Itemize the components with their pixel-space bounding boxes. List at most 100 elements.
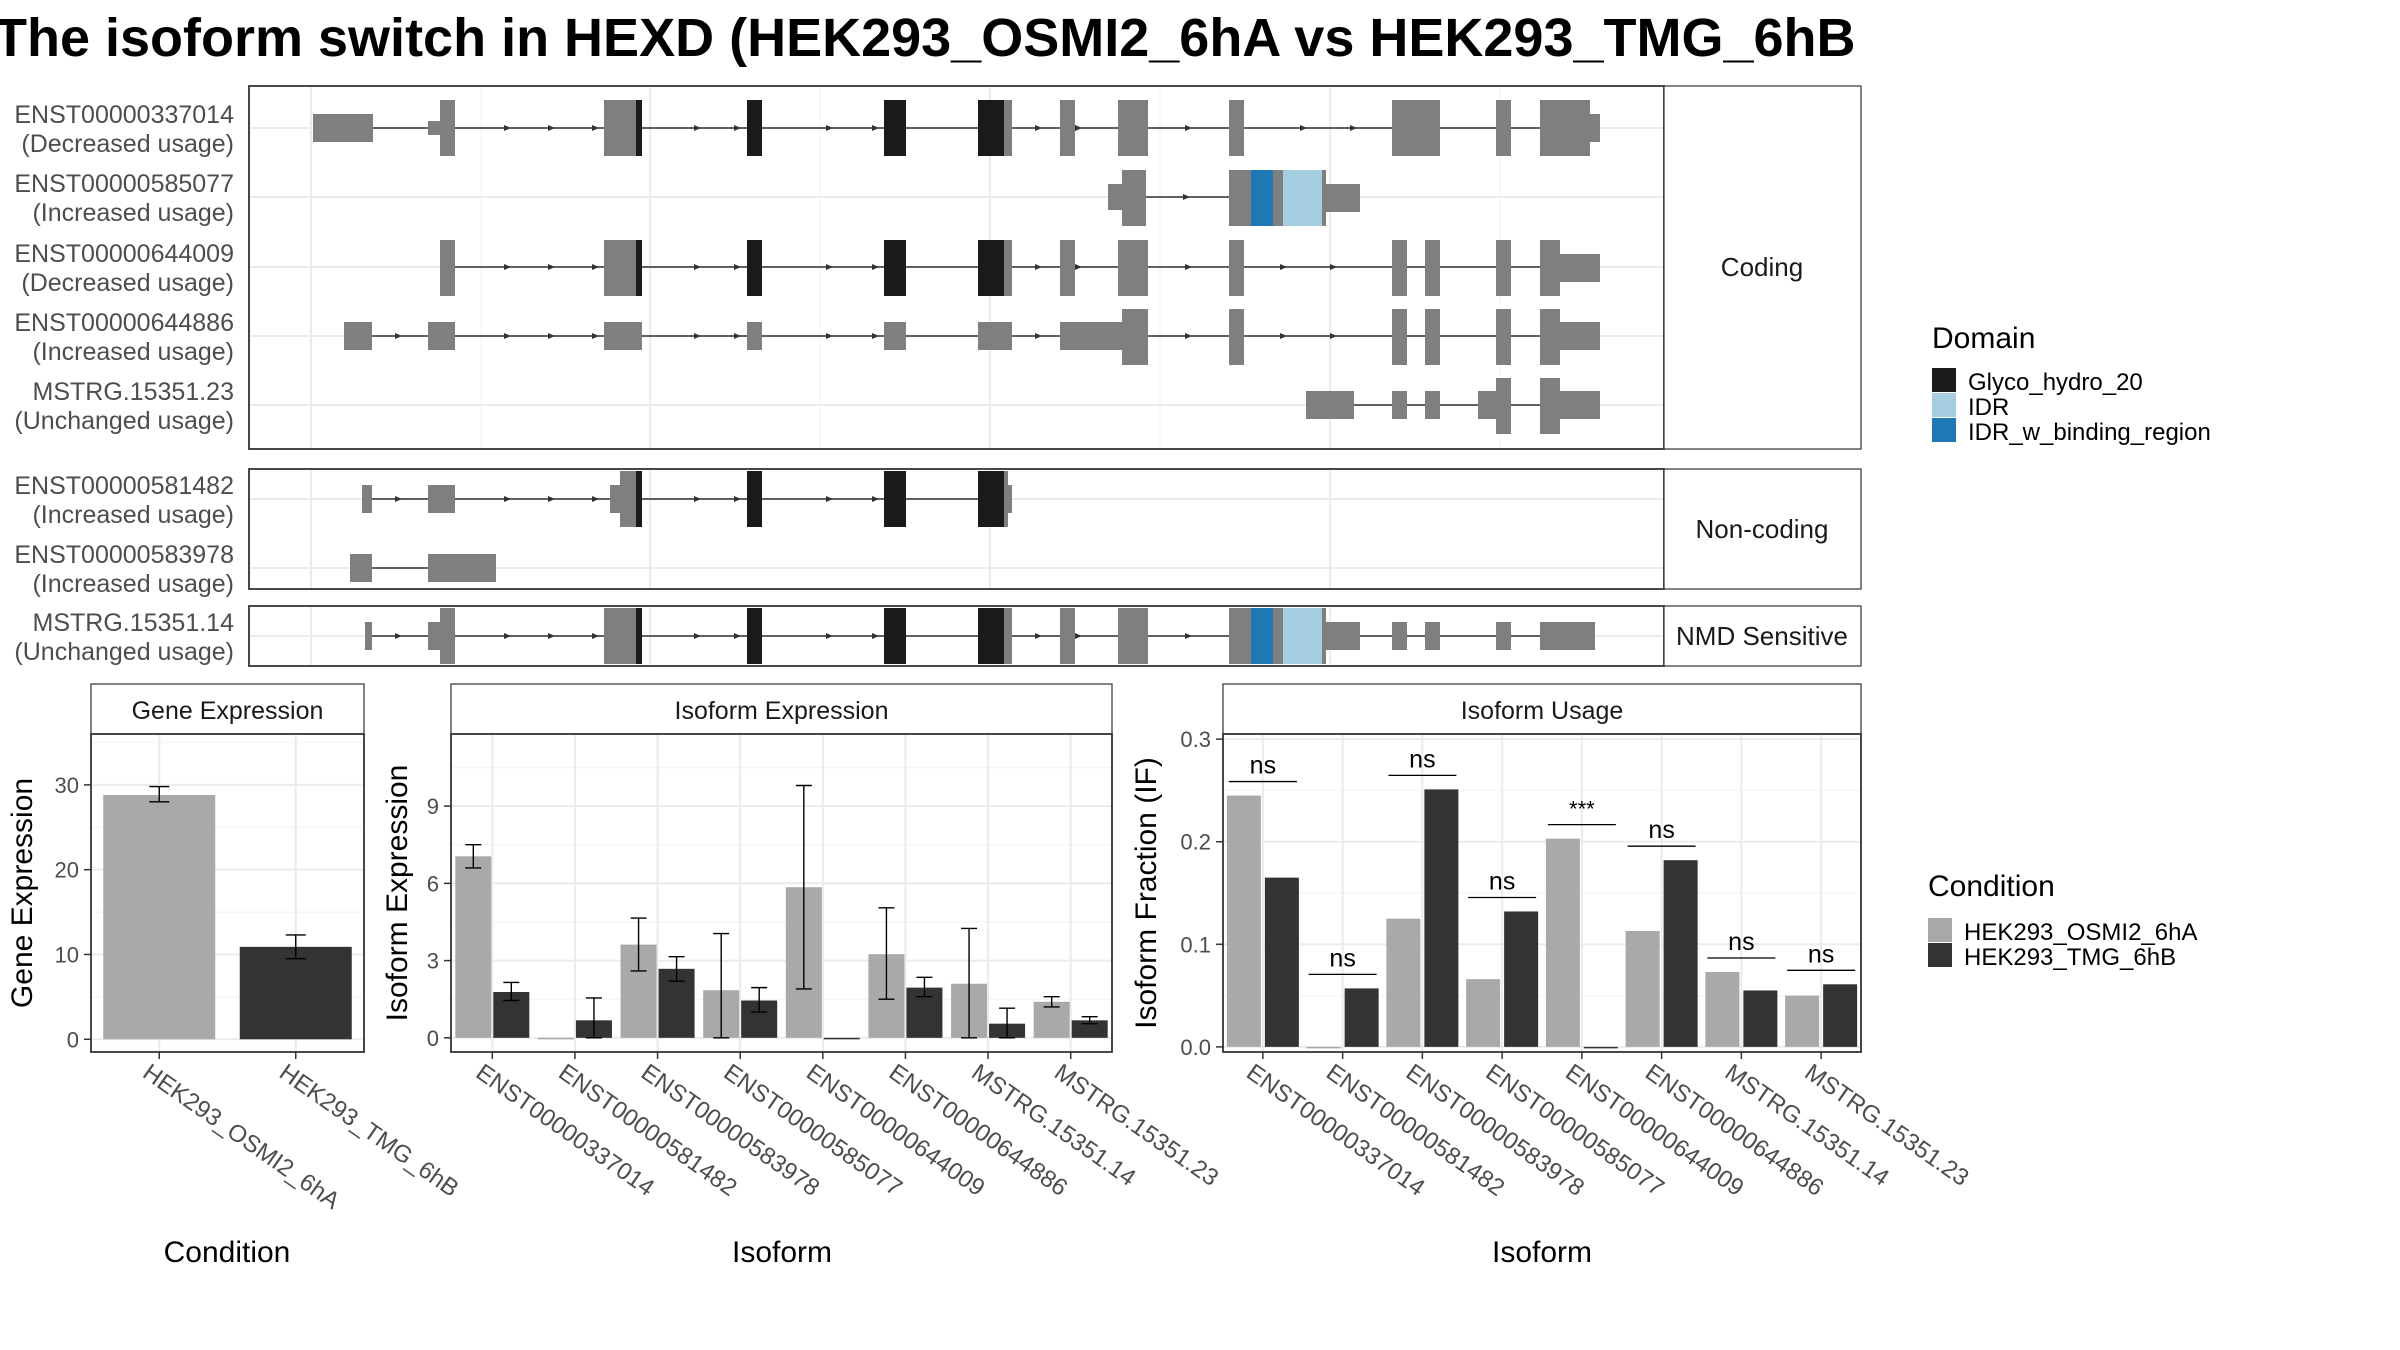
panel-border xyxy=(450,733,1113,1053)
bar xyxy=(1545,838,1580,1047)
transcript-id-label: ENST00000583978 xyxy=(14,541,234,569)
transcript-usage-label: (Increased usage) xyxy=(32,338,234,366)
y-tick-label: 0.1 xyxy=(1180,932,1211,957)
nmd-strip xyxy=(1663,605,1862,667)
bar xyxy=(1504,911,1539,1047)
y-tick-label: 20 xyxy=(55,858,79,883)
transcript-structure xyxy=(344,309,1600,365)
transcript-id-label: ENST00000644886 xyxy=(14,309,234,337)
y-axis-title: Isoform Expression xyxy=(381,765,414,1022)
significance-label: ns xyxy=(1409,745,1435,773)
transcript-usage-label: (Unchanged usage) xyxy=(14,638,234,666)
panel-strip xyxy=(450,683,1113,735)
y-tick-label: 10 xyxy=(55,942,79,967)
transcript-id-label: ENST00000337014 xyxy=(14,101,234,129)
domain-legend-title: Domain xyxy=(1932,322,2035,355)
legend-swatch-glyco-hydro-20 xyxy=(1932,368,1956,392)
bar xyxy=(1583,1046,1618,1049)
y-tick-label: 30 xyxy=(55,773,79,798)
legend-label: HEK293_OSMI2_6hA xyxy=(1964,919,2197,946)
bar xyxy=(1466,979,1501,1047)
bar xyxy=(823,1037,860,1040)
y-axis-title: Gene Expression xyxy=(6,778,39,1008)
legend-label: IDR xyxy=(1968,394,2009,421)
y-tick-label: 9 xyxy=(427,794,439,819)
significance-label: ns xyxy=(1329,944,1355,972)
bar xyxy=(1743,990,1778,1047)
x-axis-title: Condition xyxy=(164,1236,291,1269)
significance-label: ns xyxy=(1250,752,1276,780)
legend-swatch-idr xyxy=(1932,393,1956,417)
y-tick-label: 0.2 xyxy=(1180,830,1211,855)
y-tick-label: 6 xyxy=(427,871,439,896)
domain-legend: Domain Glyco_hydro_20 IDR IDR_w_binding_… xyxy=(1932,322,2211,446)
transcript-structure xyxy=(1306,378,1600,434)
significance-label: ns xyxy=(1728,928,1754,956)
transcript-id-label: ENST00000585077 xyxy=(14,170,234,198)
bar xyxy=(1226,795,1261,1047)
noncoding-strip xyxy=(1663,468,1862,590)
legend-label: IDR_w_binding_region xyxy=(1968,419,2211,446)
transcript-structure xyxy=(1108,170,1360,226)
y-axis-title: Isoform Fraction (IF) xyxy=(1130,757,1163,1029)
transcript-usage-label: (Decreased usage) xyxy=(21,130,234,158)
bar xyxy=(1033,1001,1070,1038)
panel-strip xyxy=(1222,683,1862,735)
significance-label: ns xyxy=(1489,867,1515,895)
bar xyxy=(1823,984,1858,1047)
transcript-structure xyxy=(365,608,1595,664)
bar xyxy=(239,946,352,1040)
legend-label: Glyco_hydro_20 xyxy=(1968,369,2143,396)
transcript-structure-plot: Coding Non-coding NMD Sensitive ENST0000… xyxy=(14,85,1862,667)
y-tick-label: 0.0 xyxy=(1180,1035,1211,1060)
transcript-structure xyxy=(313,100,1600,156)
y-tick-label: 0 xyxy=(67,1027,79,1052)
significance-label: ns xyxy=(1808,940,1834,968)
panel-border xyxy=(90,733,365,1053)
transcript-row-labels: ENST00000337014 (Decreased usage) ENST00… xyxy=(14,101,234,666)
transcript-usage-label: (Increased usage) xyxy=(32,199,234,227)
transcript-usage-label: (Decreased usage) xyxy=(21,269,234,297)
x-axis-title: Isoform xyxy=(732,1236,832,1269)
y-tick-label: 0 xyxy=(427,1026,439,1051)
bar xyxy=(1264,877,1299,1047)
bar xyxy=(537,1037,574,1040)
transcript-structure xyxy=(350,554,496,582)
transcript-structure xyxy=(362,471,1012,527)
panel-strip-label: Isoform Expression xyxy=(675,697,889,725)
transcript-id-label: ENST00000644009 xyxy=(14,240,234,268)
significance-label: ns xyxy=(1648,816,1674,844)
y-tick-label: 3 xyxy=(427,949,439,974)
bar xyxy=(1344,988,1379,1047)
bar xyxy=(1625,930,1660,1047)
noncoding-strip-label: Non-coding xyxy=(1696,514,1829,544)
condition-legend-title: Condition xyxy=(1928,870,2055,903)
bar xyxy=(1424,789,1459,1047)
transcript-id-label: MSTRG.15351.14 xyxy=(33,609,235,637)
bar xyxy=(1785,995,1820,1047)
legend-swatch-tmg xyxy=(1928,943,1952,967)
x-axis-title: Isoform xyxy=(1492,1236,1592,1269)
panel-strip xyxy=(90,683,365,735)
transcript-id-label: MSTRG.15351.23 xyxy=(33,378,235,406)
bar xyxy=(1306,1046,1341,1049)
legend-swatch-idr-w-binding-region xyxy=(1932,418,1956,442)
panel-background xyxy=(451,734,1112,1052)
figure-title: The isoform switch in HEXD (HEK293_OSMI2… xyxy=(0,8,1856,68)
nmd-strip-label: NMD Sensitive xyxy=(1676,621,1848,651)
panel-border xyxy=(1222,733,1862,1053)
y-tick-label: 0.3 xyxy=(1180,727,1211,752)
isoform-expression-chart: Isoform Expression0369ENST00000337014ENS… xyxy=(381,683,1223,1269)
condition-legend: Condition HEK293_OSMI2_6hA HEK293_TMG_6h… xyxy=(1928,870,2197,971)
transcript-structure xyxy=(440,240,1600,296)
bar xyxy=(455,856,492,1038)
bar xyxy=(103,795,216,1040)
transcript-usage-label: (Increased usage) xyxy=(32,501,234,529)
panel-strip-label: Gene Expression xyxy=(132,697,324,725)
transcript-usage-label: (Unchanged usage) xyxy=(14,407,234,435)
bar xyxy=(1386,918,1421,1047)
coding-strip xyxy=(1663,85,1862,450)
significance-label: *** xyxy=(1569,797,1595,822)
transcript-usage-label: (Increased usage) xyxy=(32,570,234,598)
bar xyxy=(1071,1020,1108,1038)
